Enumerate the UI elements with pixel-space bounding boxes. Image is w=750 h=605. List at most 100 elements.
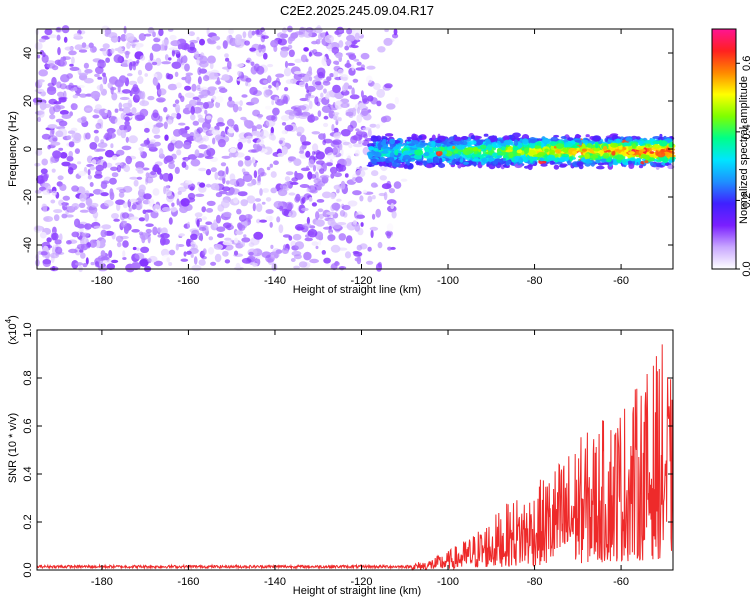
spectrogram-cell — [227, 60, 232, 70]
spectrogram-cell — [34, 189, 42, 194]
spectrogram-cell — [323, 115, 329, 120]
spectrogram-cell — [253, 231, 264, 240]
spectrogram-cell — [486, 144, 493, 151]
spectrogram-cell — [137, 76, 144, 84]
spectrogram-cell — [59, 110, 69, 115]
spectrogram-cell — [101, 224, 112, 230]
spectrogram-cell — [649, 161, 654, 167]
spectrogram-cell — [153, 134, 161, 139]
spectrogram-cell — [253, 170, 258, 179]
spectrogram-cell — [194, 50, 199, 59]
spectrogram-cell — [316, 160, 325, 166]
spectrogram-cell — [145, 223, 154, 227]
spectrogram-cell — [77, 84, 85, 89]
spectrogram-cell — [266, 115, 276, 121]
spectrogram-cell — [129, 198, 139, 203]
spectrogram-cell — [94, 173, 103, 179]
spectrogram-cell — [277, 189, 288, 197]
spectrogram-cell — [362, 127, 372, 131]
spectrogram-cell — [485, 138, 491, 143]
spectrogram-cell — [161, 39, 170, 46]
y-tick-label: -40 — [22, 237, 34, 253]
spectrogram-cell — [116, 164, 122, 173]
spectrogram-cell — [41, 158, 48, 166]
spectrogram-cell — [375, 159, 382, 163]
spectrogram-cell — [418, 135, 423, 139]
x-tick-label: -100 — [437, 576, 459, 588]
spectrogram-cell — [164, 155, 174, 162]
spectrogram-cell — [370, 229, 374, 239]
spectrogram-cell — [190, 158, 201, 167]
spectrogram-cell — [109, 177, 117, 185]
spectrogram-cell — [521, 134, 530, 141]
spectrogram-cell — [85, 107, 93, 111]
spectrogram-cell — [356, 61, 362, 66]
spectrogram-cell — [115, 199, 126, 205]
figure-title: C2E2.2025.245.09.04.R17 — [280, 3, 434, 18]
spectrogram-cell — [595, 159, 601, 164]
spectrogram-cell — [300, 54, 308, 63]
spectrogram-cell — [152, 31, 156, 38]
spectrogram-cell — [40, 90, 46, 97]
spectrogram-cell — [492, 160, 499, 165]
spectrogram-cell — [71, 231, 80, 238]
spectrogram-cell — [144, 127, 150, 133]
spectrogram-cell — [178, 233, 185, 237]
spectrogram-cell — [149, 52, 154, 61]
spectrogram-cell — [47, 34, 57, 39]
spectrogram-cell — [338, 117, 342, 122]
spectrogram-cell — [49, 128, 55, 138]
spectrogram-cell — [496, 155, 503, 159]
spectrogram-cell — [306, 188, 310, 193]
spectrogram-cell — [282, 27, 287, 34]
spectrogram-cell — [46, 237, 52, 243]
spectrogram-cell — [338, 29, 343, 33]
spectrogram-cell — [211, 35, 221, 41]
spectrogram-cell — [644, 160, 649, 164]
spectrogram-cell — [407, 143, 415, 147]
spectrogram-cell — [169, 34, 177, 41]
spectrogram-cell — [512, 136, 521, 142]
spectrogram-cell — [322, 139, 327, 146]
spectrogram-cell — [286, 62, 296, 66]
spectrogram-cell — [226, 180, 230, 185]
spectrogram-cell — [235, 152, 245, 158]
spectrogram-cell — [386, 103, 396, 110]
spectrogram-cell — [217, 138, 226, 148]
spectrogram-cell — [205, 115, 212, 120]
x-tick-label: -80 — [527, 576, 543, 588]
spectrogram-cell — [183, 251, 187, 257]
spectrogram-cell — [346, 221, 357, 231]
spectrogram-cell — [263, 89, 271, 98]
spectrogram-cell — [163, 121, 168, 130]
spectrogram-cell — [330, 244, 341, 253]
spectrogram-cell — [78, 72, 89, 76]
spectrogram-cell — [327, 43, 332, 52]
spectrogram-cell — [305, 150, 311, 158]
spectrogram-cell — [186, 250, 192, 255]
spectrogram-cell — [181, 161, 187, 168]
spectrogram-cell — [293, 265, 300, 269]
spectrogram-cell — [115, 162, 124, 166]
spectrogram-cell — [472, 146, 479, 152]
spectrogram-cell — [252, 262, 258, 267]
spectrogram-cell — [196, 127, 203, 134]
spectrogram-cell — [68, 50, 77, 56]
spectrogram-cell — [84, 77, 94, 84]
spectrogram-cell — [307, 171, 313, 180]
spectrogram-cell — [368, 146, 374, 151]
spectrogram-cell — [295, 193, 301, 202]
spectrogram-cell — [354, 32, 360, 41]
spectrogram-cell — [260, 129, 269, 139]
spectrogram-cell — [334, 61, 340, 65]
spectrogram-cell — [285, 171, 294, 176]
spectrogram-cell — [168, 262, 173, 266]
spectrogram-cell — [160, 227, 168, 235]
spectrogram-cell — [210, 167, 217, 173]
spectrogram-cell — [124, 116, 130, 122]
spectrogram-cell — [213, 219, 218, 228]
spectrogram-cell — [158, 28, 164, 37]
spectrogram-cell — [299, 81, 306, 88]
spectrogram-cell — [327, 103, 331, 107]
